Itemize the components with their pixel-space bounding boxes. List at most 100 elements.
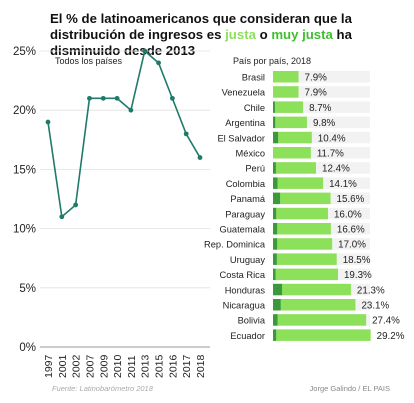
bar-justa (273, 147, 311, 159)
category-label: Costa Rica (220, 270, 266, 280)
bar-background (273, 131, 370, 144)
title-text-3: ha disminuido desde 2013 (50, 27, 352, 58)
value-label: 19.3% (344, 270, 372, 281)
bar-muy-justa (273, 268, 276, 281)
x-tick-label: 2016 (167, 354, 179, 378)
bar-justa (277, 314, 367, 326)
value-label: 8.7% (309, 103, 332, 114)
bar-subtitle: País por país, 2018 (233, 56, 311, 66)
x-tick-label: 2001 (57, 354, 69, 378)
value-label: 18.5% (343, 255, 371, 266)
bar-justa (276, 329, 371, 341)
title-word-justa: justa (225, 27, 256, 42)
value-label: 15.6% (337, 194, 365, 205)
bar-muy-justa (273, 283, 283, 296)
category-label: Perú (245, 164, 265, 174)
x-tick-label: 2002 (71, 354, 83, 378)
y-tick-label: 15% (13, 164, 36, 176)
data-point (142, 48, 148, 54)
bar-muy-justa (273, 314, 278, 326)
bar-muy-justa (273, 192, 281, 205)
category-label: Nicaragua (223, 301, 266, 311)
category-label: Brasil (242, 73, 265, 83)
bar-background (273, 147, 370, 159)
value-label: 12.4% (322, 164, 350, 175)
category-label: Venezuela (222, 88, 266, 98)
value-label: 7.9% (305, 88, 328, 99)
x-tick-label: 2007 (84, 354, 96, 378)
bar-background (273, 71, 370, 83)
title-text-2: o (255, 27, 272, 42)
value-label: 14.1% (329, 179, 357, 190)
data-point (73, 202, 79, 208)
bar-muy-justa (273, 101, 275, 113)
category-label: Rep. Dominica (204, 240, 266, 250)
bar-justa (274, 101, 304, 113)
y-tick-label: 5% (19, 283, 36, 295)
bar-justa (273, 71, 299, 83)
y-tick-label: 25% (13, 46, 36, 58)
bar-justa (276, 253, 337, 265)
value-label: 21.3% (357, 285, 385, 296)
bar-justa (275, 162, 317, 174)
category-label: Bolivia (238, 316, 266, 326)
bar-justa (280, 192, 331, 205)
bar-justa (277, 238, 333, 250)
bar-background (273, 86, 370, 98)
category-label: Argentina (225, 118, 266, 128)
data-point (183, 131, 189, 137)
footer-source: Fuente: Latinobarómetro 2018 (52, 384, 153, 393)
data-point (197, 155, 203, 160)
x-tick-label: 2015 (154, 354, 166, 378)
category-label: Panamá (230, 194, 265, 204)
value-label: 16.0% (334, 209, 362, 220)
value-label: 16.6% (337, 225, 365, 236)
data-point (59, 214, 65, 220)
data-point (156, 60, 161, 66)
x-tick-label: 2010 (112, 354, 124, 378)
chart-title: El % de latinoamericanos que consideran … (50, 11, 410, 59)
bar-muy-justa (273, 238, 278, 250)
category-label: Ecuador (230, 331, 265, 341)
bar-muy-justa (273, 253, 277, 265)
x-tick-label: 2011 (126, 355, 138, 378)
bar-justa (278, 131, 312, 144)
y-tick-label: 10% (13, 224, 36, 236)
line-subtitle: Todos los países (55, 56, 123, 66)
value-label: 11.7% (317, 149, 344, 160)
data-point (169, 95, 175, 101)
bar-justa (275, 268, 338, 281)
category-label: El Salvador (217, 133, 265, 143)
data-point (45, 119, 51, 125)
bar-muy-justa (273, 131, 279, 144)
category-label: Colombia (226, 179, 266, 189)
category-label: Uruguay (230, 255, 265, 265)
bar-background (273, 101, 370, 113)
x-tick-label: 2018 (195, 354, 207, 378)
value-label: 10.4% (318, 133, 346, 144)
value-label: 29.2% (377, 331, 405, 342)
category-label: Honduras (225, 285, 266, 295)
value-label: 27.4% (372, 316, 400, 327)
bar-justa (280, 299, 356, 311)
series-line (47, 49, 201, 219)
bar-background (273, 116, 370, 129)
bar-muy-justa (273, 162, 276, 174)
title-word-muy-justa: muy justa (271, 27, 333, 42)
x-tick-label: 1997 (43, 354, 55, 378)
bar-justa (277, 177, 324, 189)
category-label: Paraguay (225, 209, 265, 219)
x-tick-label: 2009 (98, 354, 110, 378)
bar-muy-justa (273, 207, 277, 220)
data-point (100, 95, 106, 101)
category-label: Guatemala (220, 225, 266, 235)
data-point (87, 95, 92, 101)
bar-muy-justa (273, 116, 276, 129)
bar-justa (277, 223, 331, 235)
y-tick-label: 0% (19, 342, 36, 354)
footer-credit: Jorge Galindo / EL PAIS (309, 384, 390, 393)
category-label: México (236, 149, 265, 159)
bar-background (273, 162, 370, 174)
value-label: 9.8% (313, 118, 336, 129)
